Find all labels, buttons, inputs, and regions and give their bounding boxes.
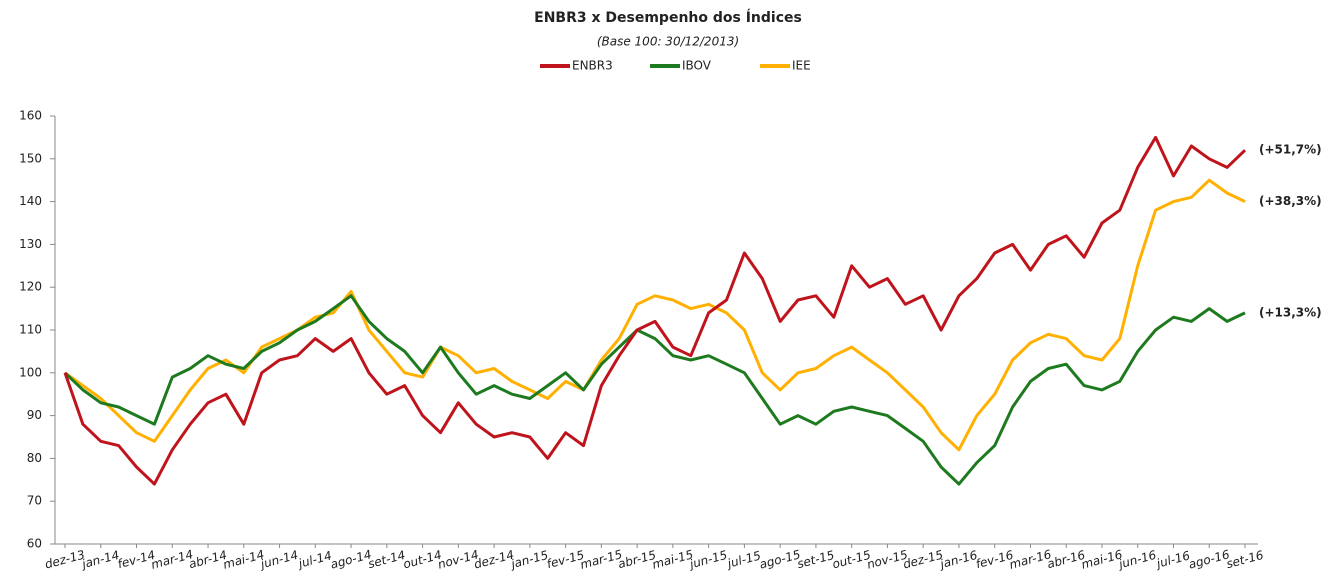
series-line bbox=[63, 135, 1247, 486]
x-tick-label: jul-15 bbox=[724, 548, 762, 571]
y-tick-label: 60 bbox=[27, 537, 42, 551]
end-label: (+13,3%) bbox=[1259, 305, 1322, 319]
x-tick-label: jul-14 bbox=[295, 548, 333, 571]
x-tick-label: jan-16 bbox=[937, 548, 980, 572]
chart-subtitle: (Base 100: 30/12/2013) bbox=[597, 35, 739, 49]
x-tick-label: set-14 bbox=[367, 548, 407, 571]
y-tick-label: 140 bbox=[19, 194, 42, 208]
legend-label: IEE bbox=[792, 59, 811, 73]
y-tick-label: 110 bbox=[19, 323, 42, 337]
y-tick-label: 150 bbox=[19, 151, 42, 165]
y-tick-label: 130 bbox=[19, 237, 42, 251]
y-tick-label: 80 bbox=[27, 451, 42, 465]
y-tick-label: 100 bbox=[19, 365, 42, 379]
x-tick-label: dez-14 bbox=[472, 547, 515, 571]
x-tick-label: jan-15 bbox=[508, 548, 550, 572]
series-line bbox=[64, 178, 1246, 452]
x-tick-label: jun-16 bbox=[1115, 548, 1158, 572]
end-label: (+51,7%) bbox=[1259, 143, 1322, 157]
x-tick-label: jan-14 bbox=[79, 548, 121, 572]
y-tick-label: 160 bbox=[19, 109, 42, 123]
legend-label: ENBR3 bbox=[572, 59, 613, 73]
x-tick-label: jul-16 bbox=[1153, 548, 1192, 571]
x-tick-label: dez-13 bbox=[43, 547, 86, 571]
end-label: (+38,3%) bbox=[1259, 194, 1322, 208]
x-tick-label: set-15 bbox=[796, 548, 836, 571]
x-tick-label: jun-14 bbox=[257, 548, 299, 572]
x-tick-label: dez-15 bbox=[901, 547, 944, 571]
y-tick-label: 70 bbox=[27, 494, 42, 508]
series-line bbox=[63, 294, 1246, 486]
x-tick-label: set-16 bbox=[1225, 548, 1266, 571]
y-tick-label: 90 bbox=[27, 408, 42, 422]
chart-title: ENBR3 x Desempenho dos Índices bbox=[534, 9, 802, 26]
y-tick-label: 120 bbox=[19, 280, 42, 294]
x-tick-label: jun-15 bbox=[686, 548, 728, 572]
legend-label: IBOV bbox=[682, 59, 712, 73]
